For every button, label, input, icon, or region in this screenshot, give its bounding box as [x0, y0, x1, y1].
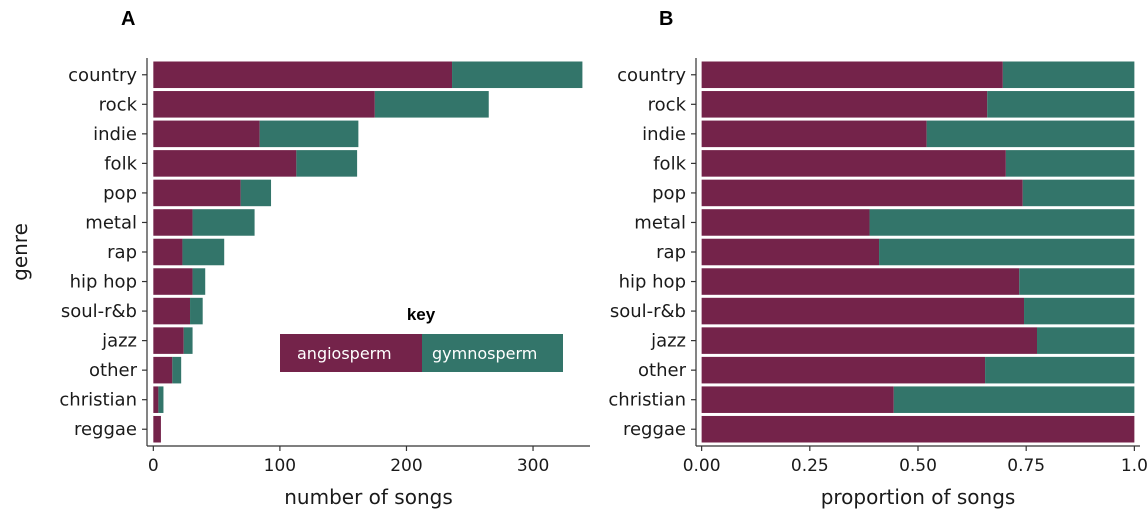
bar-b-rap-angiosperm — [701, 238, 880, 266]
category-label-b-reggae: reggae — [623, 419, 686, 440]
bar-a-rock-gymnosperm — [374, 91, 489, 118]
panel-a-letter: A — [121, 8, 135, 30]
bar-b-other-gymnosperm — [985, 356, 1135, 384]
x-axis-title-b: proportion of songs — [821, 485, 1016, 509]
x-tick-label-a: 200 — [390, 456, 422, 476]
bar-b-hip-hop-angiosperm — [701, 268, 1020, 295]
bar-b-christian-gymnosperm — [893, 386, 1135, 413]
legend-label-angiosperm: angiosperm — [297, 344, 392, 363]
bar-a-rap-angiosperm — [153, 238, 183, 266]
x-tick-label-a: 300 — [517, 456, 549, 476]
bar-a-metal-gymnosperm — [192, 209, 255, 236]
bar-b-indie-angiosperm — [701, 120, 927, 148]
bar-b-jazz-gymnosperm — [1037, 327, 1135, 354]
bar-b-soul-r-b-angiosperm — [701, 297, 1025, 325]
bar-b-country-gymnosperm — [1002, 61, 1135, 89]
legend-label-gymnosperm: gymnosperm — [432, 344, 537, 363]
category-label-b-hip-hop: hip hop — [619, 272, 686, 293]
category-label-a-indie: indie — [93, 124, 137, 145]
category-label-a-soul-r-b: soul-r&b — [61, 301, 137, 322]
category-label-a-metal: metal — [85, 212, 137, 233]
category-label-a-country: country — [68, 65, 137, 86]
bar-b-pop-angiosperm — [701, 179, 1023, 207]
x-tick-label-b: 1.0 — [1121, 456, 1148, 476]
bar-a-other-gymnosperm — [172, 356, 182, 384]
bar-a-rock-angiosperm — [153, 91, 375, 118]
panel-b-letter: B — [659, 8, 673, 30]
bar-b-pop-gymnosperm — [1022, 179, 1135, 207]
x-axis-title-a: number of songs — [284, 485, 453, 509]
x-tick-label-b: 0.75 — [1007, 456, 1045, 476]
bar-a-pop-angiosperm — [153, 179, 241, 207]
bar-a-country-angiosperm — [153, 61, 453, 89]
bar-a-jazz-angiosperm — [153, 327, 184, 354]
bar-b-folk-angiosperm — [701, 150, 1006, 177]
bar-b-rock-angiosperm — [701, 91, 988, 118]
y-axis-title-a: genre — [8, 223, 32, 281]
x-tick-label-a: 0 — [148, 456, 159, 476]
category-label-b-metal: metal — [634, 212, 686, 233]
bar-b-indie-gymnosperm — [926, 120, 1135, 148]
category-label-a-rap: rap — [107, 242, 137, 263]
x-tick-label-b: 0.25 — [791, 456, 829, 476]
category-label-b-rock: rock — [648, 94, 687, 115]
bar-b-other-angiosperm — [701, 356, 986, 384]
bar-a-other-angiosperm — [153, 356, 173, 384]
panel-a-chart: country rock indie folk pop metal rap hip hop so… — [8, 58, 590, 509]
bar-a-soul-r-b-gymnosperm — [190, 297, 203, 325]
bar-a-soul-r-b-angiosperm — [153, 297, 191, 325]
bar-b-soul-r-b-gymnosperm — [1024, 297, 1135, 325]
category-label-a-hip-hop: hip hop — [70, 272, 137, 293]
category-label-a-reggae: reggae — [74, 419, 137, 440]
bar-a-christian-angiosperm — [153, 386, 159, 413]
category-label-b-rap: rap — [656, 242, 686, 263]
category-label-a-christian: christian — [59, 390, 137, 411]
bar-a-pop-gymnosperm — [240, 179, 272, 207]
bar-a-folk-gymnosperm — [296, 150, 358, 177]
bar-b-hip-hop-gymnosperm — [1019, 268, 1135, 295]
category-label-b-indie: indie — [642, 124, 686, 145]
legend-title: key — [407, 305, 436, 324]
bar-a-christian-gymnosperm — [158, 386, 164, 413]
category-label-a-folk: folk — [104, 153, 137, 174]
bar-a-folk-angiosperm — [153, 150, 297, 177]
category-label-b-pop: pop — [652, 183, 686, 204]
x-tick-label-a: 100 — [264, 456, 296, 476]
bar-a-hip-hop-gymnosperm — [192, 268, 206, 295]
legend-swatch-angiosperm — [280, 334, 422, 372]
bar-a-rap-gymnosperm — [182, 238, 225, 266]
category-label-b-jazz: jazz — [650, 331, 686, 352]
bar-b-reggae-angiosperm — [701, 415, 1135, 443]
x-tick-label-b: 0.00 — [683, 456, 721, 476]
legend-swatch-gymnosperm — [422, 334, 563, 372]
category-label-b-other: other — [638, 360, 687, 381]
bar-a-indie-angiosperm — [153, 120, 260, 148]
category-label-b-country: country — [617, 65, 686, 86]
category-label-a-pop: pop — [103, 183, 137, 204]
category-label-b-soul-r-b: soul-r&b — [610, 301, 686, 322]
legend-key: key angiosperm gymnosperm — [280, 305, 563, 372]
bar-a-indie-gymnosperm — [259, 120, 359, 148]
panel-b-chart: country rock indie folk pop metal rap hip hop so… — [608, 58, 1148, 509]
category-label-b-christian: christian — [608, 390, 686, 411]
bar-a-country-gymnosperm — [452, 61, 583, 89]
bar-b-christian-angiosperm — [701, 386, 894, 413]
bar-b-folk-gymnosperm — [1005, 150, 1135, 177]
bar-b-metal-gymnosperm — [869, 209, 1135, 236]
bar-a-hip-hop-angiosperm — [153, 268, 193, 295]
category-label-b-folk: folk — [653, 153, 686, 174]
bar-b-rap-gymnosperm — [879, 238, 1135, 266]
bar-a-jazz-gymnosperm — [183, 327, 193, 354]
category-label-a-jazz: jazz — [101, 331, 137, 352]
x-tick-label-b: 0.50 — [899, 456, 937, 476]
bar-a-reggae-angiosperm — [153, 415, 161, 443]
category-label-a-other: other — [89, 360, 138, 381]
bar-b-jazz-angiosperm — [701, 327, 1038, 354]
bar-a-metal-angiosperm — [153, 209, 193, 236]
bar-b-metal-angiosperm — [701, 209, 870, 236]
category-label-a-rock: rock — [99, 94, 138, 115]
bar-b-rock-gymnosperm — [987, 91, 1135, 118]
bar-b-country-angiosperm — [701, 61, 1003, 89]
